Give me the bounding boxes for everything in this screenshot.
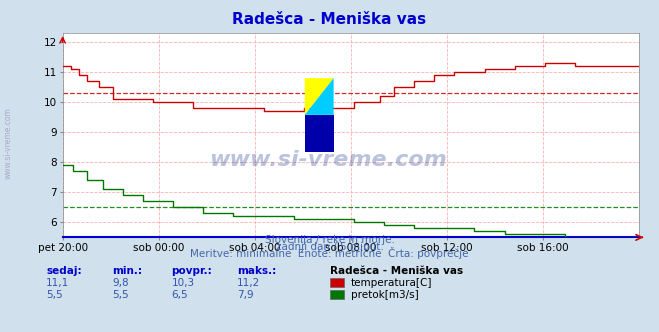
Text: maks.:: maks.:	[237, 266, 277, 276]
Polygon shape	[304, 78, 333, 115]
Text: 11,1: 11,1	[46, 278, 69, 288]
Text: www.si-vreme.com: www.si-vreme.com	[209, 150, 447, 170]
Text: 11,2: 11,2	[237, 278, 260, 288]
Text: Meritve: minimalne  Enote: metrične  Črta: povprečje: Meritve: minimalne Enote: metrične Črta:…	[190, 247, 469, 259]
Text: temperatura[C]: temperatura[C]	[351, 278, 432, 288]
Polygon shape	[304, 78, 333, 115]
Text: sedaj:: sedaj:	[46, 266, 82, 276]
Text: Radešca - Meniška vas: Radešca - Meniška vas	[233, 12, 426, 27]
Text: pretok[m3/s]: pretok[m3/s]	[351, 290, 418, 300]
Text: 10,3: 10,3	[171, 278, 194, 288]
Text: 7,9: 7,9	[237, 290, 254, 300]
Text: povpr.:: povpr.:	[171, 266, 212, 276]
Polygon shape	[304, 115, 333, 152]
Text: www.si-vreme.com: www.si-vreme.com	[3, 107, 13, 179]
Text: Radešca - Meniška vas: Radešca - Meniška vas	[330, 266, 463, 276]
Text: 5,5: 5,5	[46, 290, 63, 300]
Text: 9,8: 9,8	[112, 278, 129, 288]
Text: 6,5: 6,5	[171, 290, 188, 300]
Text: Slovenija / reke in morje.: Slovenija / reke in morje.	[264, 235, 395, 245]
Text: min.:: min.:	[112, 266, 142, 276]
Text: zadnji dan / 5 minut.: zadnji dan / 5 minut.	[275, 242, 384, 252]
Text: 5,5: 5,5	[112, 290, 129, 300]
